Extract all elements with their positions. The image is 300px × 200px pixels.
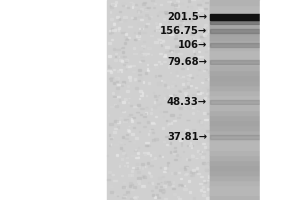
Bar [106,0,210,200]
Bar [210,135,260,139]
Bar [210,14,260,20]
Bar [210,60,260,64]
Text: 106→: 106→ [178,40,207,50]
Bar [210,43,260,47]
Text: 48.33→: 48.33→ [167,97,207,107]
Text: 201.5→: 201.5→ [167,12,207,22]
Text: 156.75→: 156.75→ [160,26,207,36]
Bar [210,29,260,33]
Bar [210,100,260,104]
Text: 79.68→: 79.68→ [167,57,207,67]
Bar [210,0,260,200]
Bar [210,21,260,24]
Bar [260,0,300,200]
Text: 37.81→: 37.81→ [167,132,207,142]
